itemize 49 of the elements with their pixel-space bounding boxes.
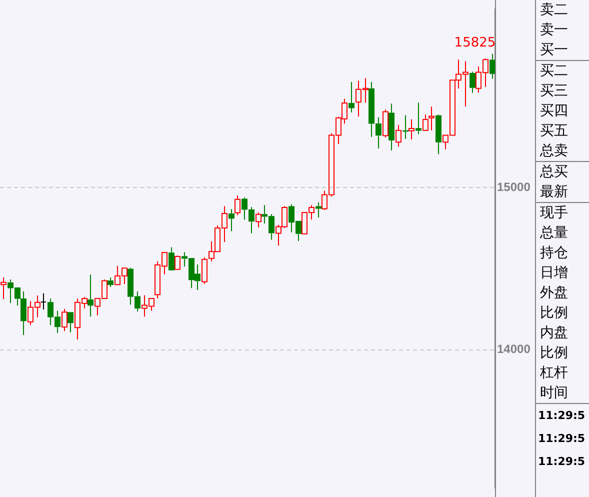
candlestick (108, 277, 114, 288)
text: 买三 (539, 82, 569, 101)
text: 买二 (536, 60, 589, 81)
candlestick (368, 82, 374, 138)
text: 买一 (539, 41, 569, 60)
candlestick (88, 274, 94, 318)
candlestick (40, 292, 46, 310)
text: 11:29:5 (537, 431, 586, 447)
candlestick (422, 114, 428, 131)
candlestick (490, 53, 496, 80)
text: 卖二 (539, 1, 569, 20)
text: 持仓 (539, 244, 569, 263)
candlestick (428, 106, 434, 131)
text: 时间 (539, 384, 569, 403)
candlestick (376, 116, 382, 150)
text: 杠杆 (539, 364, 569, 383)
candlestick (0, 277, 6, 300)
candlestick (408, 118, 414, 140)
text: 总买 (536, 161, 589, 182)
text: 内盘 (539, 324, 569, 343)
candlestick (348, 82, 354, 113)
y-tick-label: 15000 (497, 180, 531, 194)
candlestick (168, 246, 174, 270)
candlestick (68, 312, 74, 333)
y-tick-label: 14000 (497, 342, 531, 356)
candlestick (256, 212, 262, 228)
annotation: 15825 (454, 36, 496, 51)
text: 比例 (539, 304, 569, 323)
text: 日增 (539, 264, 569, 283)
text: 卖一 (539, 21, 569, 40)
text: 11:29:5 (536, 403, 589, 427)
candlestick (228, 208, 234, 232)
candlestick (316, 202, 322, 218)
candlestick (242, 196, 248, 220)
text: 11:29:5 (537, 454, 586, 470)
candlestick (416, 102, 422, 135)
candlestick (470, 71, 476, 94)
candlestick (436, 115, 442, 155)
text: 最新 (539, 183, 569, 202)
candlestick (248, 206, 254, 234)
text: 比例 (539, 344, 569, 363)
text: 买五 (539, 122, 569, 141)
text: 总量 (539, 224, 569, 243)
candlestick (388, 103, 394, 152)
text: 外盘 (539, 284, 569, 303)
text: 买四 (539, 102, 569, 121)
text: 总卖 (539, 142, 569, 161)
text: 现手 (536, 202, 589, 223)
candlestick (396, 124, 402, 148)
